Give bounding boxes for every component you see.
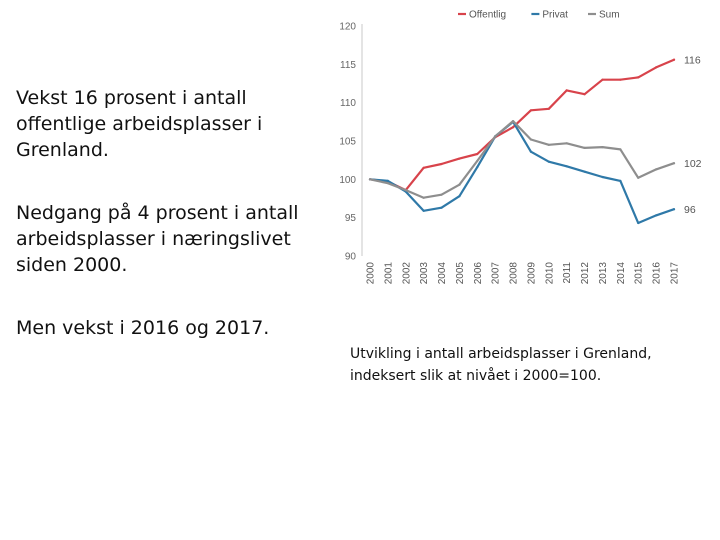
employment-line-chart: 90 95 100 105 110 115 120 2000 2001 2002 2003 2004 2… <box>339 10 702 285</box>
legend-label-offentlig: Offentlig <box>469 10 506 21</box>
x-tick-label: 2007 <box>491 262 502 285</box>
data-point-sum <box>655 168 658 171</box>
x-tick-label: 2011 <box>562 262 573 284</box>
chart-caption: Utvikling i antall arbeidsplasser i Gren… <box>350 346 652 384</box>
y-tick-label: 95 <box>345 213 357 224</box>
legend-label-sum: Sum <box>599 10 620 21</box>
data-point-sum <box>601 146 604 149</box>
series-line-offentlig <box>368 58 676 192</box>
data-point-sum <box>547 143 550 146</box>
data-point-sum <box>619 148 622 151</box>
data-point-offentlig <box>601 78 604 81</box>
x-tick-label: 2016 <box>652 262 663 285</box>
data-point-privat <box>529 150 533 153</box>
data-point-privat <box>583 170 586 173</box>
data-point-privat <box>619 179 622 182</box>
data-point-privat <box>422 209 425 212</box>
data-point-sum <box>476 159 479 163</box>
data-point-privat <box>655 214 658 217</box>
data-point-sum <box>511 119 515 123</box>
data-point-privat <box>547 160 550 163</box>
y-tick-label: 120 <box>339 22 356 33</box>
data-point-offentlig <box>565 89 568 92</box>
x-tick-label: 2001 <box>383 262 394 285</box>
data-point-offentlig <box>672 58 676 61</box>
data-point-offentlig <box>655 66 658 69</box>
end-label-privat: 96 <box>684 204 696 216</box>
data-point-offentlig <box>547 107 550 110</box>
data-point-sum <box>422 196 425 199</box>
data-point-privat <box>386 179 389 182</box>
text-growth-recent: Men vekst i 2016 og 2017. <box>16 317 270 339</box>
x-tick-label: 2015 <box>634 262 645 285</box>
x-tick-label: 2008 <box>509 262 520 285</box>
data-point-privat <box>476 165 479 169</box>
data-point-sum <box>583 146 586 149</box>
x-tick-label: 2003 <box>419 262 430 285</box>
data-point-sum <box>494 135 497 138</box>
x-tick-label: 2012 <box>580 262 591 285</box>
data-point-privat <box>458 195 461 198</box>
y-tick-label: 105 <box>339 137 356 148</box>
data-point-offentlig <box>440 162 443 166</box>
data-point-offentlig <box>583 93 586 96</box>
data-point-sum <box>637 176 640 179</box>
data-point-privat <box>601 175 604 179</box>
data-point-sum <box>404 188 407 192</box>
x-tick-label: 2000 <box>366 262 377 285</box>
y-tick-label: 100 <box>339 175 356 186</box>
data-point-offentlig <box>511 126 515 129</box>
legend-label-privat: Privat <box>542 10 568 21</box>
data-point-sum <box>368 178 372 181</box>
data-point-privat <box>672 208 676 211</box>
text-decline-private: Nedgang på 4 prosent i antall arbeidspla… <box>16 202 299 276</box>
data-point-sum <box>565 142 568 145</box>
data-point-sum <box>386 182 389 185</box>
data-point-offentlig <box>619 78 622 81</box>
x-tick-label: 2006 <box>473 262 484 285</box>
data-point-privat <box>637 221 640 225</box>
y-tick-label: 110 <box>340 98 356 109</box>
x-tick-label: 2009 <box>526 262 537 285</box>
x-tick-label: 2004 <box>437 262 448 285</box>
x-tick-label: 2017 <box>670 262 681 285</box>
end-label-offentlig: 116 <box>684 55 701 67</box>
data-point-sum <box>458 183 461 186</box>
series-line-privat <box>368 120 676 225</box>
end-label-sum: 102 <box>684 158 702 170</box>
x-tick-label: 2005 <box>455 262 466 285</box>
x-tick-label: 2010 <box>544 262 555 285</box>
y-tick-label: 90 <box>345 252 357 263</box>
data-point-offentlig <box>529 109 533 112</box>
data-point-offentlig <box>476 152 479 156</box>
series-line-sum <box>368 119 676 199</box>
data-point-offentlig <box>458 157 461 160</box>
data-point-sum <box>440 193 443 196</box>
data-point-offentlig <box>637 76 640 79</box>
data-point-privat <box>440 206 443 209</box>
x-tick-label: 2014 <box>616 262 627 285</box>
x-tick-label: 2002 <box>401 262 412 285</box>
data-point-sum <box>529 138 533 141</box>
x-tick-label: 2013 <box>598 262 609 285</box>
y-tick-label: 115 <box>340 60 356 71</box>
data-point-privat <box>565 165 568 168</box>
data-point-sum <box>672 162 676 165</box>
data-point-offentlig <box>422 166 425 169</box>
text-growth-public: Vekst 16 prosent i antall offentlige arb… <box>16 87 263 161</box>
